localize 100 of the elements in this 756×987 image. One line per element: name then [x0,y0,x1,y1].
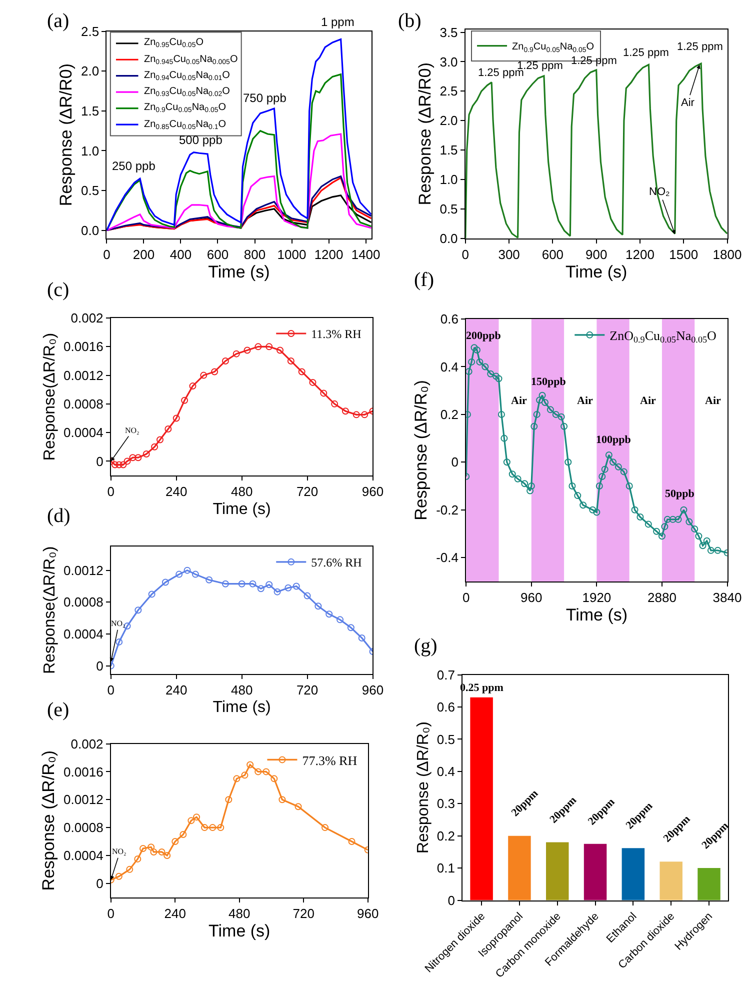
point [498,410,505,418]
chart-title: (e) [47,699,70,721]
point [176,570,183,578]
point [134,454,142,462]
point [533,410,540,418]
point [352,411,360,418]
point [266,581,273,588]
bar [508,836,531,900]
point [564,458,572,466]
y-tick-label: 0.5 [436,732,456,747]
x-tick-label: 0 [107,484,115,500]
x-tick-label: 1800 [712,246,742,262]
legend-label: 57.6% RH [311,556,362,570]
point [614,463,622,470]
y-tick-label: 0 [96,454,104,469]
point [162,578,169,586]
x-tick-label: 1400 [351,246,380,262]
x-tick-label: 600 [206,246,229,262]
y-tick-label: 0.6 [436,700,456,715]
x-tick-label: 1200 [314,246,344,262]
point [644,520,652,528]
point [703,537,710,544]
y-tick-label: 0.0012 [64,562,104,578]
point [468,358,476,366]
point [142,450,150,458]
y-tick-label: 2.0 [81,64,100,79]
x-tick-label: 400 [170,246,192,262]
x-tick-label: 1200 [626,246,654,262]
point [605,452,612,458]
point [331,400,338,408]
y-axis-title: Response(ΔR/R₀) [41,546,58,674]
point [674,516,682,523]
point [172,414,180,422]
x-tick-label: 300 [498,246,520,262]
y-axis-title: Response (ΔR/R0) [415,62,434,206]
point [233,775,240,782]
x-axis-title: Time (s) [208,262,270,282]
y-tick-label: 2.0 [440,113,458,128]
annotation: 500 ppb [179,133,223,147]
point [238,580,246,588]
y-axis-title: Response (ΔR/R₀) [39,750,58,891]
point [552,410,560,418]
annotation: 750 ppb [243,91,287,105]
y-tick-label: 0.2 [440,406,459,422]
point [542,399,549,406]
y-tick-label: 0.2 [436,828,456,844]
point [680,506,688,514]
point [150,848,158,856]
point [620,468,628,476]
point [193,814,200,821]
point [276,346,284,354]
x-tick-label: 0 [107,906,115,921]
point [528,482,535,490]
point [691,525,698,532]
x-tick-label: 0 [462,246,470,262]
point [560,422,568,430]
x-tick-label: 720 [296,484,318,500]
point [466,368,472,375]
x-tick-label: 960 [362,682,384,698]
point [188,817,195,824]
point [164,852,171,859]
legend-label: Zn$_{0.85}$Cu$_{0.05}$Na$_{0.1}$O [144,119,226,132]
point [686,518,693,526]
y-axis-title: Response(ΔR/R₀) [41,332,58,461]
x-tick-label: 960 [520,590,542,606]
y-tick-label: 0.0004 [64,848,104,864]
point [495,375,502,382]
x-tick-label: 720 [292,906,314,921]
annotation: NO₂ [125,426,140,435]
point [201,824,208,832]
x-tick-label: 0 [107,682,115,698]
x-tick-label: 720 [296,682,318,698]
point [314,602,322,610]
point [292,582,300,590]
point [707,546,714,554]
annotation: Air [577,395,593,407]
y-tick-label: 0.0008 [64,820,104,836]
legend-label: Zn$_{0.95}$Cu$_{0.05}$O [144,37,204,50]
point [249,580,256,588]
bar [546,842,569,900]
point [326,610,333,618]
y-tick-label: 0.0 [440,230,458,246]
bar [698,868,720,900]
x-tick-label: 1920 [582,590,612,606]
annotation: 1.25 ppm [623,47,669,59]
point [336,616,344,624]
point [200,372,208,379]
annotation: Air [681,97,695,109]
point [546,406,554,414]
point [222,357,229,364]
x-tick-label: 240 [166,682,188,698]
x-axis-title: Time (s) [565,262,628,282]
point [508,470,516,478]
x-tick-label: 200 [132,246,155,262]
point [470,344,478,352]
point [358,634,366,642]
point [225,796,232,804]
point [158,848,166,856]
point [222,580,229,588]
chart-title: (d) [47,505,70,527]
